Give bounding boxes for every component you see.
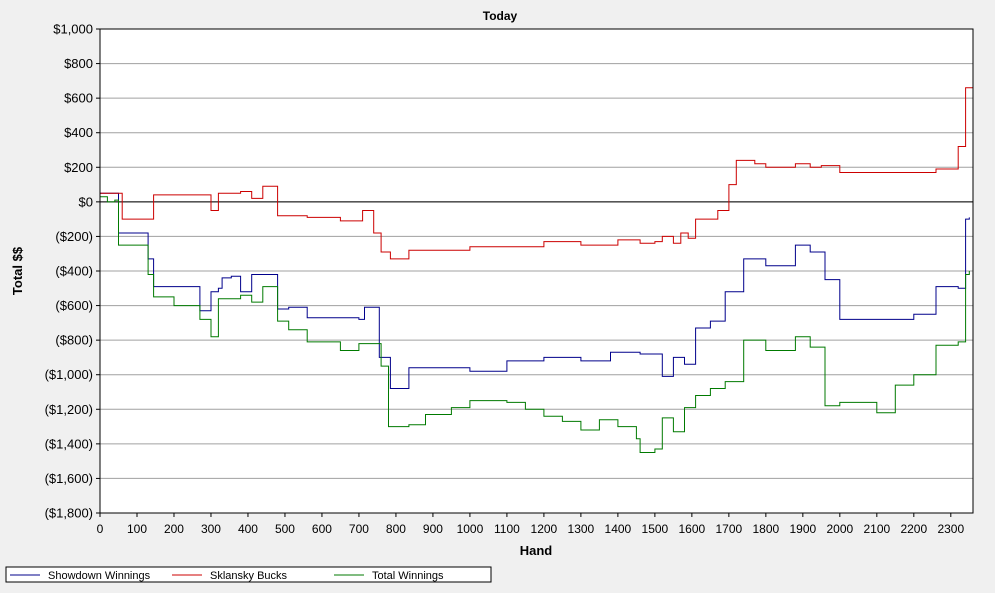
x-tick-label: 2300 [937,522,964,536]
series-line-2 [100,77,974,260]
x-tick-label: 2000 [826,522,853,536]
y-tick-label: $200 [64,160,93,175]
x-tick-label: 1000 [457,522,484,536]
x-axis-label: Hand [520,543,553,558]
x-tick-label: 1600 [679,522,706,536]
y-tick-label: $600 [64,91,93,106]
x-tick-label: 1700 [716,522,743,536]
x-tick-label: 1300 [568,522,595,536]
x-tick-label: 300 [201,522,221,536]
y-tick-label: ($200) [55,229,93,244]
x-tick-label: 900 [423,522,443,536]
y-tick-label: ($1,000) [45,367,93,382]
legend-label: Total Winnings [372,570,444,582]
y-axis-ticks: $1,000 $800 $600 $400 $200 $0 ($200) ($400) ($60… [45,22,100,521]
y-tick-label: $400 [64,125,93,140]
x-tick-label: 600 [312,522,332,536]
x-tick-label: 1900 [789,522,816,536]
y-tick-label: $800 [64,56,93,71]
series-line-3 [100,196,970,453]
x-tick-label: 1800 [752,522,779,536]
y-tick-label: $1,000 [53,22,93,37]
legend-label: Sklansky Bucks [210,570,288,582]
legend-box [5,566,492,583]
series-line-1 [100,192,970,389]
x-tick-label: 800 [386,522,406,536]
y-tick-label: ($1,800) [45,506,93,521]
chart-title: Today [483,9,518,23]
x-tick-label: 2200 [900,522,927,536]
legend: Showdown Winnings Sklansky Bucks Total Win… [5,566,492,583]
x-tick-label: 2100 [863,522,890,536]
x-tick-label: 0 [97,522,104,536]
series-lines [100,77,974,453]
y-tick-label: ($1,400) [45,436,93,451]
x-tick-label: 700 [349,522,369,536]
y-tick-label: $0 [79,194,93,209]
y-tick-label: ($800) [55,333,93,348]
y-axis-label: Total $$ [10,246,25,295]
x-tick-label: 100 [127,522,147,536]
y-tick-label: ($1,600) [45,471,93,486]
x-tick-label: 200 [164,522,184,536]
legend-label: Showdown Winnings [48,570,151,582]
x-tick-label: 1500 [642,522,669,536]
x-tick-label: 500 [275,522,295,536]
x-tick-label: 400 [238,522,258,536]
y-tick-label: ($1,200) [45,402,93,417]
x-tick-label: 1100 [494,522,520,536]
y-tick-label: ($400) [55,264,93,279]
x-axis-ticks: 0 100 200 300 400 500 600 700 800 900 1000 1100 1200… [97,513,964,536]
x-tick-label: 1200 [531,522,558,536]
y-tick-label: ($600) [55,298,93,313]
x-tick-label: 1400 [605,522,632,536]
